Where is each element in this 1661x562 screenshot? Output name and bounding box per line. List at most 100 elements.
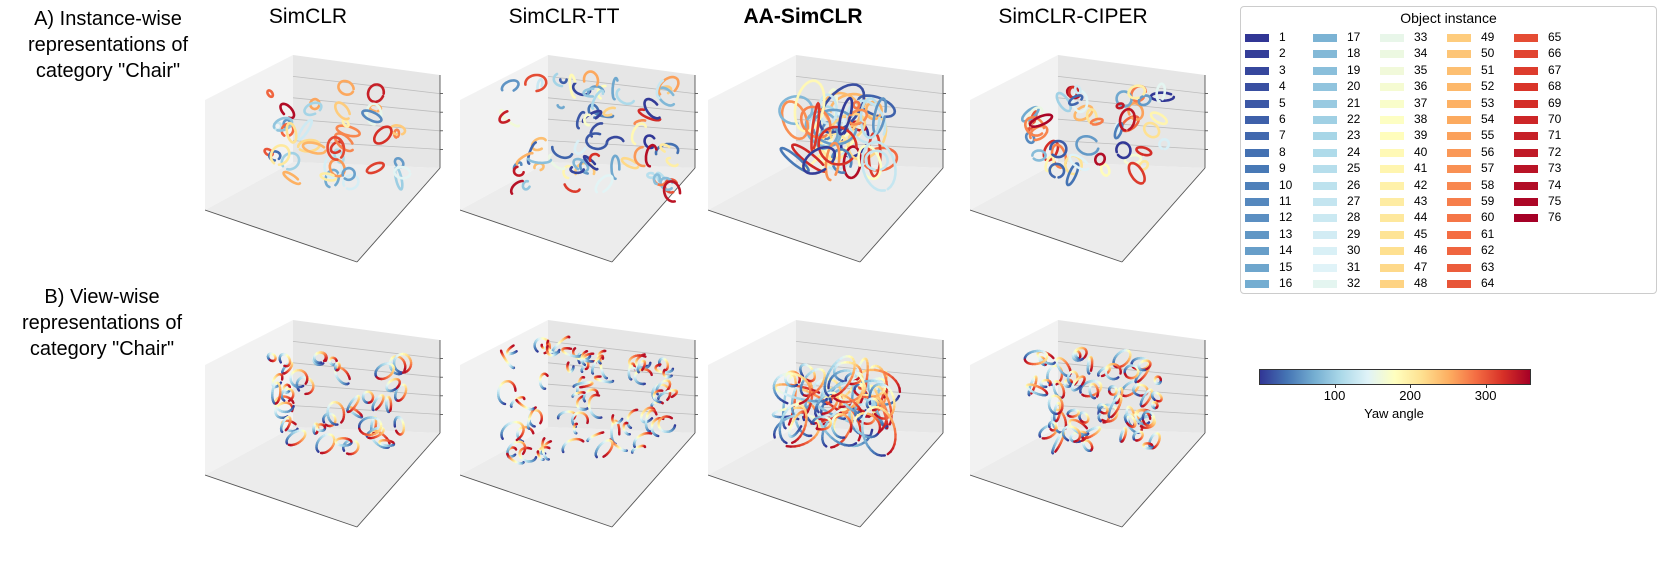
- instance-loop: [780, 100, 810, 141]
- right-wall-pane: [548, 320, 695, 433]
- instance-loop: [266, 89, 275, 99]
- plot-b-aa-simclr: [708, 320, 946, 528]
- instance-loop: [341, 166, 357, 182]
- instance-loop: [556, 104, 565, 110]
- view-segment: [345, 452, 350, 456]
- instance-loop: [1028, 124, 1049, 142]
- instance-loop: [568, 73, 577, 99]
- instance-loop: [871, 97, 888, 135]
- instance-loop: [366, 83, 386, 104]
- instance-loop: [515, 151, 534, 166]
- plot-a-aa-simclr: [708, 55, 946, 263]
- view-segment: [359, 413, 363, 417]
- grid-line: [292, 76, 441, 94]
- grid-line: [292, 383, 441, 397]
- instance-loop: [326, 135, 346, 161]
- floor-pane: [708, 162, 943, 262]
- x-axis-line: [970, 209, 1123, 263]
- instance-loop: [296, 118, 313, 141]
- instance-loop: [562, 164, 573, 180]
- view-segment: [573, 347, 577, 351]
- instance-loop: [572, 157, 590, 173]
- instance-loop: [582, 87, 595, 98]
- view-segment: [374, 407, 379, 411]
- view-segment: [545, 373, 549, 378]
- instance-loop: [575, 110, 586, 130]
- view-segment: [287, 398, 292, 403]
- row-label-a-line3: category "Chair": [35, 60, 181, 82]
- view-segment: [358, 427, 362, 432]
- grid-line: [292, 405, 441, 415]
- view-segment: [849, 428, 853, 433]
- instance-loop: [1155, 82, 1167, 103]
- instance-loop: [509, 179, 524, 195]
- instance-loop: [594, 174, 614, 194]
- instance-loop: [536, 78, 544, 92]
- instance-loop: [500, 79, 520, 92]
- view-segment: [853, 389, 857, 395]
- grid-line: [292, 341, 441, 359]
- x-axis-line: [205, 474, 358, 528]
- instance-loop: [1024, 115, 1046, 137]
- plot-a-simclr-ciper: [970, 55, 1208, 263]
- instance-loop: [512, 165, 525, 177]
- row-label-b-line1: B) View-wise: [44, 286, 160, 308]
- instance-loop: [1075, 135, 1100, 156]
- row-label-b: B) View-wise representations of category…: [2, 284, 202, 362]
- grid-line: [547, 405, 696, 415]
- view-segment: [511, 344, 515, 348]
- row-label-a: A) Instance-wise representations of cate…: [8, 6, 208, 84]
- left-wall-pane: [708, 55, 796, 210]
- floor-pane: [205, 427, 440, 527]
- instance-loop: [269, 144, 291, 166]
- instance-loop: [1115, 141, 1132, 160]
- instance-loop: [333, 101, 351, 121]
- y-axis-line: [611, 167, 696, 263]
- view-segment: [830, 394, 837, 398]
- instance-loop: [588, 152, 601, 162]
- instance-loop: [365, 161, 386, 175]
- row-label-b-line3: category "Chair": [29, 338, 175, 360]
- x-axis-line: [460, 474, 613, 528]
- right-wall-pane: [293, 320, 440, 433]
- instance-loop: [569, 166, 585, 175]
- view-segment: [324, 423, 329, 427]
- instance-loop: [630, 122, 647, 146]
- instance-loop: [847, 108, 868, 126]
- view-segment: [304, 380, 308, 385]
- view-segment: [886, 450, 892, 456]
- y-axis-line: [1121, 167, 1206, 263]
- instance-loop: [319, 172, 338, 182]
- view-segment: [888, 420, 893, 426]
- instance-loop: [842, 145, 862, 180]
- view-segment: [581, 439, 585, 443]
- instance-loop: [857, 144, 883, 181]
- instance-loop: [1142, 121, 1161, 139]
- instance-loop: [802, 145, 837, 175]
- instance-loop: [361, 109, 383, 124]
- instance-loop: [810, 101, 821, 152]
- view-segment: [670, 394, 675, 399]
- row-label-a-line2: representations of: [27, 34, 189, 56]
- view-segment: [790, 440, 797, 445]
- right-wall-pane: [1058, 320, 1205, 433]
- instance-loop: [498, 109, 521, 128]
- left-wall-pane: [460, 55, 548, 210]
- instance-loop: [583, 113, 591, 127]
- view-segment: [873, 412, 879, 418]
- grid-line: [547, 140, 696, 150]
- instance-loop: [1065, 162, 1080, 187]
- y-axis-line: [859, 167, 944, 263]
- view-segment: [797, 379, 801, 384]
- grid-line: [795, 341, 944, 359]
- view-segment: [291, 400, 295, 405]
- instance-loop: [799, 105, 832, 139]
- view-segment: [798, 401, 805, 405]
- right-wall-pane: [796, 320, 943, 433]
- instance-loop: [1089, 117, 1104, 126]
- grid-line: [1057, 140, 1206, 150]
- instance-loop: [1085, 108, 1098, 125]
- instance-loop: [605, 135, 625, 145]
- view-segment: [274, 401, 279, 405]
- column-title-simclr-ciper: SimCLR-CIPER: [998, 5, 1148, 28]
